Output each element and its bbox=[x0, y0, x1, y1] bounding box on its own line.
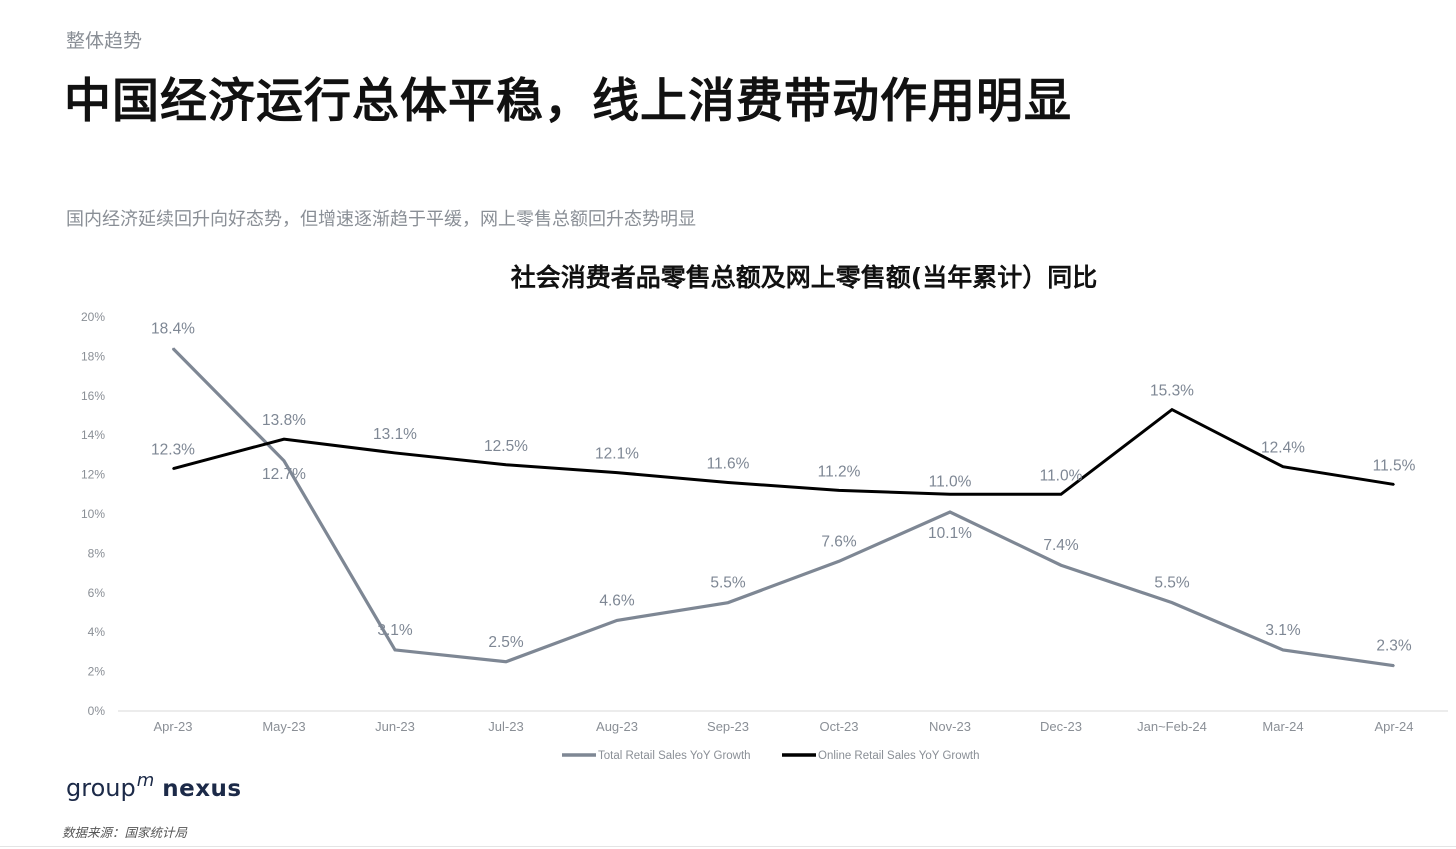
y-tick-label: 20% bbox=[81, 310, 105, 324]
online-retail-data-label: 12.3% bbox=[151, 442, 195, 459]
total-retail-point bbox=[505, 660, 507, 663]
total-retail-data-label: 2.5% bbox=[488, 634, 524, 651]
total-retail-data-label: 7.6% bbox=[821, 533, 857, 550]
chart-title: 社会消费者品零售总额及网上零售额(当年累计）同比 bbox=[511, 263, 1097, 292]
retail-sales-line-chart: 社会消费者品零售总额及网上零售额(当年累计）同比 0% 2% 4% 6% 8% 10% 12… bbox=[81, 263, 1448, 762]
online-retail-point bbox=[505, 463, 507, 466]
chart-series: 18.4% 12.7% 3.1% 2.5% 4.6% 5.5% 7.6% 10.1% 7.4% 5… bbox=[151, 321, 1416, 668]
online-retail-data-label: 11.6% bbox=[707, 455, 750, 472]
y-tick-label: 0% bbox=[88, 704, 106, 718]
x-tick-label: Jan~Feb-24 bbox=[1137, 719, 1207, 734]
online-retail-point bbox=[283, 438, 285, 440]
x-tick-label: Jul-23 bbox=[488, 719, 523, 734]
online-retail-point bbox=[949, 493, 951, 496]
total-retail-data-label: 3.1% bbox=[377, 622, 413, 639]
total-retail-point bbox=[1171, 601, 1173, 604]
online-retail-data-label: 11.0% bbox=[929, 473, 972, 490]
online-retail-point bbox=[616, 471, 618, 474]
subtitle: 国内经济延续回升向好态势，但增速逐渐趋于平缓，网上零售总额回升态势明显 bbox=[66, 209, 696, 230]
y-tick-label: 12% bbox=[81, 468, 105, 482]
online-retail-point bbox=[727, 481, 729, 484]
x-tick-label: May-23 bbox=[262, 719, 305, 734]
total-retail-data-label: 12.7% bbox=[262, 466, 306, 483]
y-tick-label: 18% bbox=[81, 349, 105, 363]
x-tick-label: Nov-23 bbox=[929, 719, 971, 734]
footer-divider bbox=[0, 846, 1456, 847]
total-retail-point bbox=[727, 601, 729, 604]
online-retail-point bbox=[1393, 483, 1395, 486]
total-retail-point bbox=[1393, 664, 1395, 667]
groupm-nexus-logo: groupm nexus bbox=[66, 770, 242, 802]
brand-m-text: m bbox=[136, 770, 155, 791]
total-retail-data-label: 4.6% bbox=[599, 592, 635, 609]
total-retail-data-label: 10.1% bbox=[928, 525, 972, 542]
y-tick-label: 6% bbox=[88, 586, 106, 600]
online-retail-point bbox=[838, 489, 840, 492]
y-tick-label: 16% bbox=[81, 389, 105, 403]
online-retail-point bbox=[394, 452, 396, 454]
headline: 中国经济运行总体平稳，线上消费带动作用明显 bbox=[64, 74, 1072, 129]
online-retail-point bbox=[1282, 465, 1284, 468]
total-retail-data-label: 18.4% bbox=[151, 321, 195, 338]
online-retail-data-label: 13.8% bbox=[262, 412, 306, 429]
chart-legend: Total Retail Sales YoY Growth Online Reta… bbox=[562, 750, 980, 762]
x-tick-label: Jun-23 bbox=[375, 719, 415, 734]
total-retail-data-label: 5.5% bbox=[710, 575, 746, 592]
x-tick-label: Dec-23 bbox=[1040, 719, 1082, 734]
online-retail-point bbox=[1060, 493, 1062, 496]
total-retail-point bbox=[394, 649, 396, 651]
y-tick-label: 2% bbox=[88, 665, 106, 679]
total-retail-point bbox=[949, 511, 951, 513]
online-retail-data-label: 13.1% bbox=[373, 426, 417, 443]
legend-label-online: Online Retail Sales YoY Growth bbox=[818, 750, 980, 762]
total-retail-point bbox=[1060, 564, 1062, 567]
online-retail-point bbox=[172, 467, 174, 470]
x-tick-label: Apr-23 bbox=[153, 719, 192, 734]
section-label: 整体趋势 bbox=[66, 30, 143, 52]
source-note: 数据来源：国家统计局 bbox=[62, 825, 188, 840]
legend-label-total: Total Retail Sales YoY Growth bbox=[598, 750, 751, 762]
online-retail-data-label: 12.5% bbox=[484, 438, 528, 455]
total-retail-series-line bbox=[171, 347, 1395, 668]
total-retail-point bbox=[1282, 649, 1284, 651]
total-retail-point bbox=[172, 347, 174, 350]
online-retail-data-label: 11.0% bbox=[1040, 467, 1083, 484]
y-tick-label: 8% bbox=[88, 546, 106, 560]
total-retail-data-label: 7.4% bbox=[1043, 537, 1079, 554]
x-tick-label: Aug-23 bbox=[596, 719, 638, 734]
x-tick-label: Apr-24 bbox=[1374, 719, 1413, 734]
total-retail-point bbox=[838, 560, 840, 563]
online-retail-point bbox=[1171, 408, 1173, 411]
online-retail-data-label: 11.2% bbox=[818, 463, 861, 480]
total-retail-data-label: 3.1% bbox=[1265, 622, 1301, 639]
y-tick-label: 4% bbox=[88, 625, 106, 639]
total-retail-data-label: 5.5% bbox=[1154, 575, 1190, 592]
total-retail-point bbox=[616, 619, 618, 622]
y-tick-label: 10% bbox=[81, 507, 105, 521]
brand-group-text: group bbox=[66, 774, 136, 802]
brand-nexus-text: nexus bbox=[162, 776, 242, 802]
total-retail-point bbox=[283, 460, 285, 462]
x-tick-label: Sep-23 bbox=[707, 719, 749, 734]
online-retail-data-label: 12.4% bbox=[1261, 440, 1305, 457]
total-retail-data-label: 2.3% bbox=[1376, 638, 1412, 655]
online-retail-data-label: 11.5% bbox=[1373, 457, 1416, 474]
y-tick-label: 14% bbox=[81, 428, 105, 442]
online-retail-data-label: 15.3% bbox=[1150, 383, 1194, 400]
online-retail-series-line bbox=[172, 407, 1395, 496]
x-tick-label: Oct-23 bbox=[819, 719, 858, 734]
chart-axes: 0% 2% 4% 6% 8% 10% 12% 14% 16% 18% 20% Apr-23 May-23… bbox=[81, 310, 1448, 734]
online-retail-data-label: 12.1% bbox=[595, 446, 639, 463]
x-tick-label: Mar-24 bbox=[1262, 719, 1303, 734]
